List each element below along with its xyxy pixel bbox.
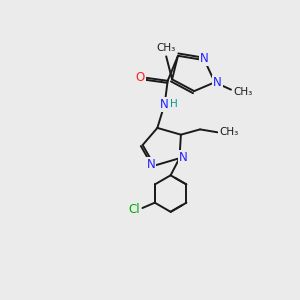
Text: CH₃: CH₃ (234, 87, 253, 97)
Text: H: H (170, 99, 178, 110)
Text: N: N (213, 76, 222, 89)
Text: N: N (200, 52, 209, 65)
Text: O: O (135, 71, 145, 84)
Text: Cl: Cl (128, 203, 140, 216)
Text: CH₃: CH₃ (219, 127, 238, 137)
Text: N: N (178, 151, 188, 164)
Text: N: N (146, 158, 155, 171)
Text: N: N (160, 98, 169, 111)
Text: CH₃: CH₃ (157, 43, 176, 53)
